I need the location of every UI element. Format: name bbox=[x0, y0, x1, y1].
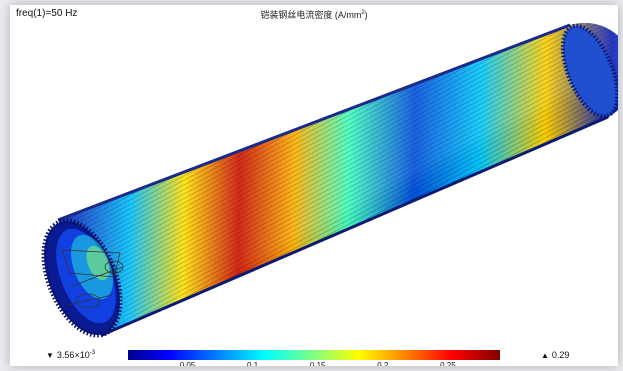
colorbar-tick-label: 0.2 bbox=[377, 361, 389, 366]
colorbar-tick-label: 0.25 bbox=[440, 361, 456, 366]
plot-title: 铠装钢丝电流密度 (A/mm2) bbox=[10, 8, 618, 21]
colorbar-tick-label: 0.1 bbox=[247, 361, 259, 366]
max-marker-icon: ▲ bbox=[541, 351, 549, 360]
colorbar-tick-label: 0.15 bbox=[309, 361, 326, 366]
far-end-cap bbox=[560, 23, 618, 119]
color-legend: ▼ 3.56×10-3 0.05 0.1 0.15 0.2 0.25 ▲ 0.29 bbox=[10, 346, 618, 366]
colorbar bbox=[128, 350, 500, 360]
colorbar-min-exponent: -3 bbox=[89, 350, 96, 356]
plot-title-exponent: 2 bbox=[361, 10, 365, 16]
colorbar-max-label: ▲ 0.29 bbox=[541, 350, 569, 360]
plot-title-end: ) bbox=[364, 10, 368, 20]
plot-title-text: 铠装钢丝电流密度 (A/mm bbox=[260, 10, 362, 20]
min-marker-icon: ▼ bbox=[46, 351, 54, 360]
plot-window: freq(1)=50 Hz 铠装钢丝电流密度 (A/mm2) ▼ 3.56×10-… bbox=[10, 5, 618, 366]
cable-3d-plot[interactable] bbox=[10, 5, 618, 346]
colorbar-ticks: 0.05 0.1 0.15 0.2 0.25 bbox=[128, 361, 500, 366]
colorbar-max-value: 0.29 bbox=[551, 350, 570, 360]
colorbar-min-label: ▼ 3.56×10-3 bbox=[46, 350, 95, 360]
frequency-label: freq(1)=50 Hz bbox=[16, 8, 78, 19]
near-end-cap bbox=[41, 218, 124, 338]
colorbar-tick-label: 0.05 bbox=[179, 361, 196, 366]
colorbar-min-value: 3.56×10 bbox=[56, 350, 90, 360]
